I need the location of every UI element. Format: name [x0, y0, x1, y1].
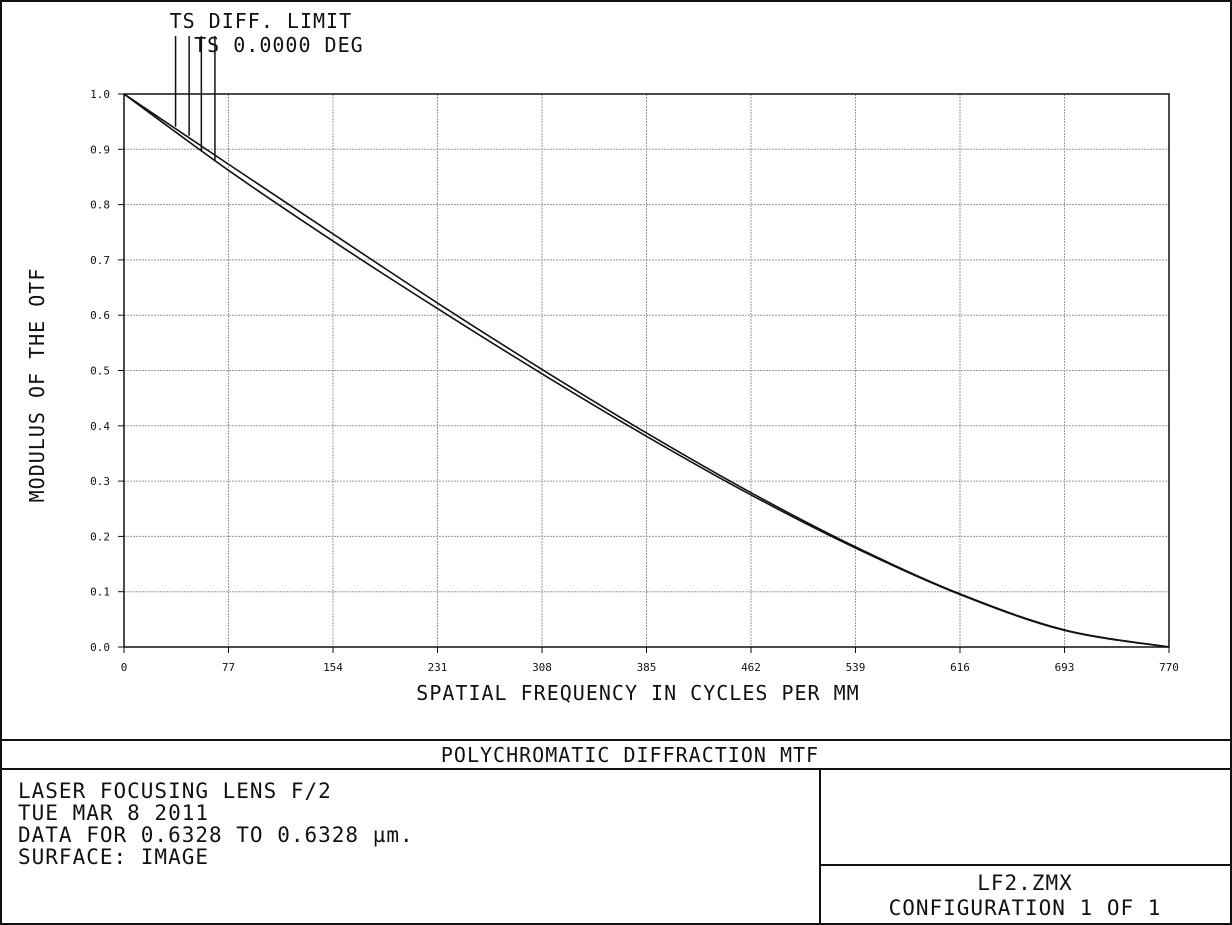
plot-grid	[118, 93, 1170, 653]
y-tick-label: 0.0	[90, 641, 110, 654]
info-line-lens: LASER FOCUSING LENS F/2	[18, 779, 332, 803]
x-axis-label: SPATIAL FREQUENCY IN CYCLES PER MM	[416, 681, 859, 705]
configuration-label: CONFIGURATION 1 OF 1	[889, 896, 1162, 920]
x-tick-label: 231	[428, 661, 448, 674]
y-tick-labels: 0.0 0.1 0.2 0.3 0.4 0.5 0.6 0.7 0.8 0.9 1.0	[90, 88, 110, 654]
x-tick-labels: 0 77 154 231 308 385 462 539 616 693 770	[121, 661, 1179, 674]
x-tick-label: 77	[222, 661, 235, 674]
x-tick-label: 770	[1159, 661, 1179, 674]
info-line-surface: SURFACE: IMAGE	[18, 845, 209, 869]
x-tick-label: 308	[532, 661, 552, 674]
y-tick-label: 0.7	[90, 254, 110, 267]
y-tick-label: 0.2	[90, 530, 110, 543]
x-tick-label: 462	[741, 661, 761, 674]
x-tick-label: 616	[950, 661, 970, 674]
y-tick-label: 0.1	[90, 586, 110, 599]
chart-title: POLYCHROMATIC DIFFRACTION MTF	[441, 743, 819, 767]
info-line-date: TUE MAR 8 2011	[18, 801, 209, 825]
y-tick-label: 0.9	[90, 143, 110, 156]
legend-label-diff-limit: TS DIFF. LIMIT	[170, 9, 353, 33]
plot-border	[123, 93, 1170, 648]
x-tick-label: 693	[1055, 661, 1075, 674]
info-line-wavelength: DATA FOR 0.6328 TO 0.6328 µm.	[18, 823, 414, 847]
y-tick-label: 0.4	[90, 420, 110, 433]
x-tick-label: 0	[121, 661, 128, 674]
x-tick-label: 154	[323, 661, 343, 674]
y-tick-label: 0.3	[90, 475, 110, 488]
y-tick-label: 1.0	[90, 88, 110, 101]
file-name: LF2.ZMX	[977, 871, 1073, 895]
series-line-ts-0-deg	[123, 93, 1170, 648]
series-layer	[123, 93, 1170, 648]
legend-label-ts-0-deg: TS 0.0000 DEG	[194, 33, 364, 57]
y-tick-label: 0.5	[90, 365, 110, 378]
y-tick-label: 0.8	[90, 199, 110, 212]
y-axis-label: MODULUS OF THE OTF	[25, 268, 49, 503]
x-tick-label: 385	[637, 661, 657, 674]
x-tick-label: 539	[846, 661, 866, 674]
y-tick-label: 0.6	[90, 309, 110, 322]
